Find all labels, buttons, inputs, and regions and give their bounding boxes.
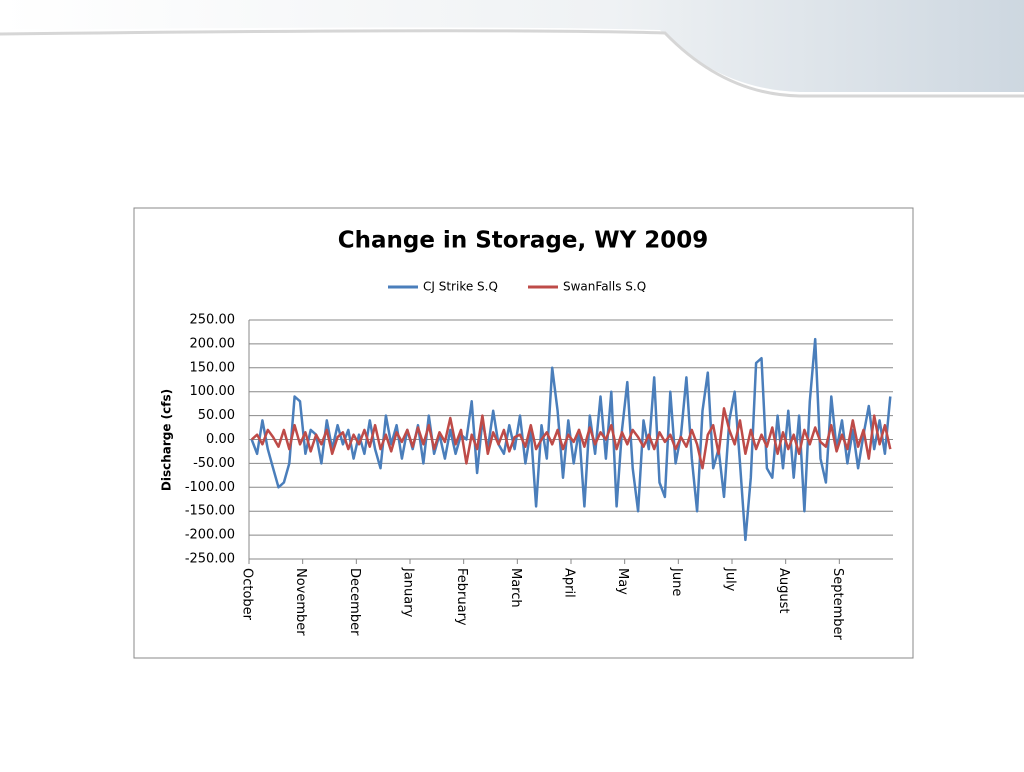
x-tick-label: February	[454, 568, 469, 626]
y-tick-label: -50.00	[193, 456, 235, 471]
data-line	[250, 407, 892, 470]
x-tick-label: June	[669, 567, 684, 596]
y-tick-label: -100.00	[185, 480, 235, 495]
y-tick-label: 100.00	[190, 384, 236, 399]
y-tick-label: 150.00	[190, 360, 236, 375]
slide-decoration	[0, 0, 1024, 92]
x-tick-label: July	[723, 567, 738, 592]
y-tick-label: -150.00	[185, 504, 235, 519]
y-tick-label: 0.00	[206, 432, 235, 447]
x-tick-label: August	[776, 568, 791, 614]
x-tick-label: October	[240, 568, 255, 621]
x-tick-label: April	[562, 568, 577, 598]
y-tick-label: 50.00	[198, 408, 235, 423]
y-axis-label: Discharge (cfs)	[160, 389, 174, 491]
data-line	[250, 337, 892, 542]
y-tick-label: 200.00	[190, 336, 236, 351]
x-tick-label: March	[508, 568, 523, 608]
x-tick-label: May	[615, 568, 630, 595]
y-tick-label: -200.00	[185, 528, 235, 543]
x-tick-label: November	[293, 568, 308, 636]
y-tick-label: 250.00	[190, 313, 236, 328]
chart-title: Change in Storage, WY 2009	[338, 228, 709, 254]
legend-label: CJ Strike S.Q	[423, 280, 498, 294]
legend-label: SwanFalls S.Q	[563, 280, 646, 294]
x-tick-label: September	[830, 568, 845, 641]
slide-decoration-line	[0, 29, 1024, 98]
y-tick-label: -250.00	[185, 552, 235, 567]
x-tick-label: January	[401, 567, 416, 618]
x-tick-label: December	[347, 568, 362, 636]
